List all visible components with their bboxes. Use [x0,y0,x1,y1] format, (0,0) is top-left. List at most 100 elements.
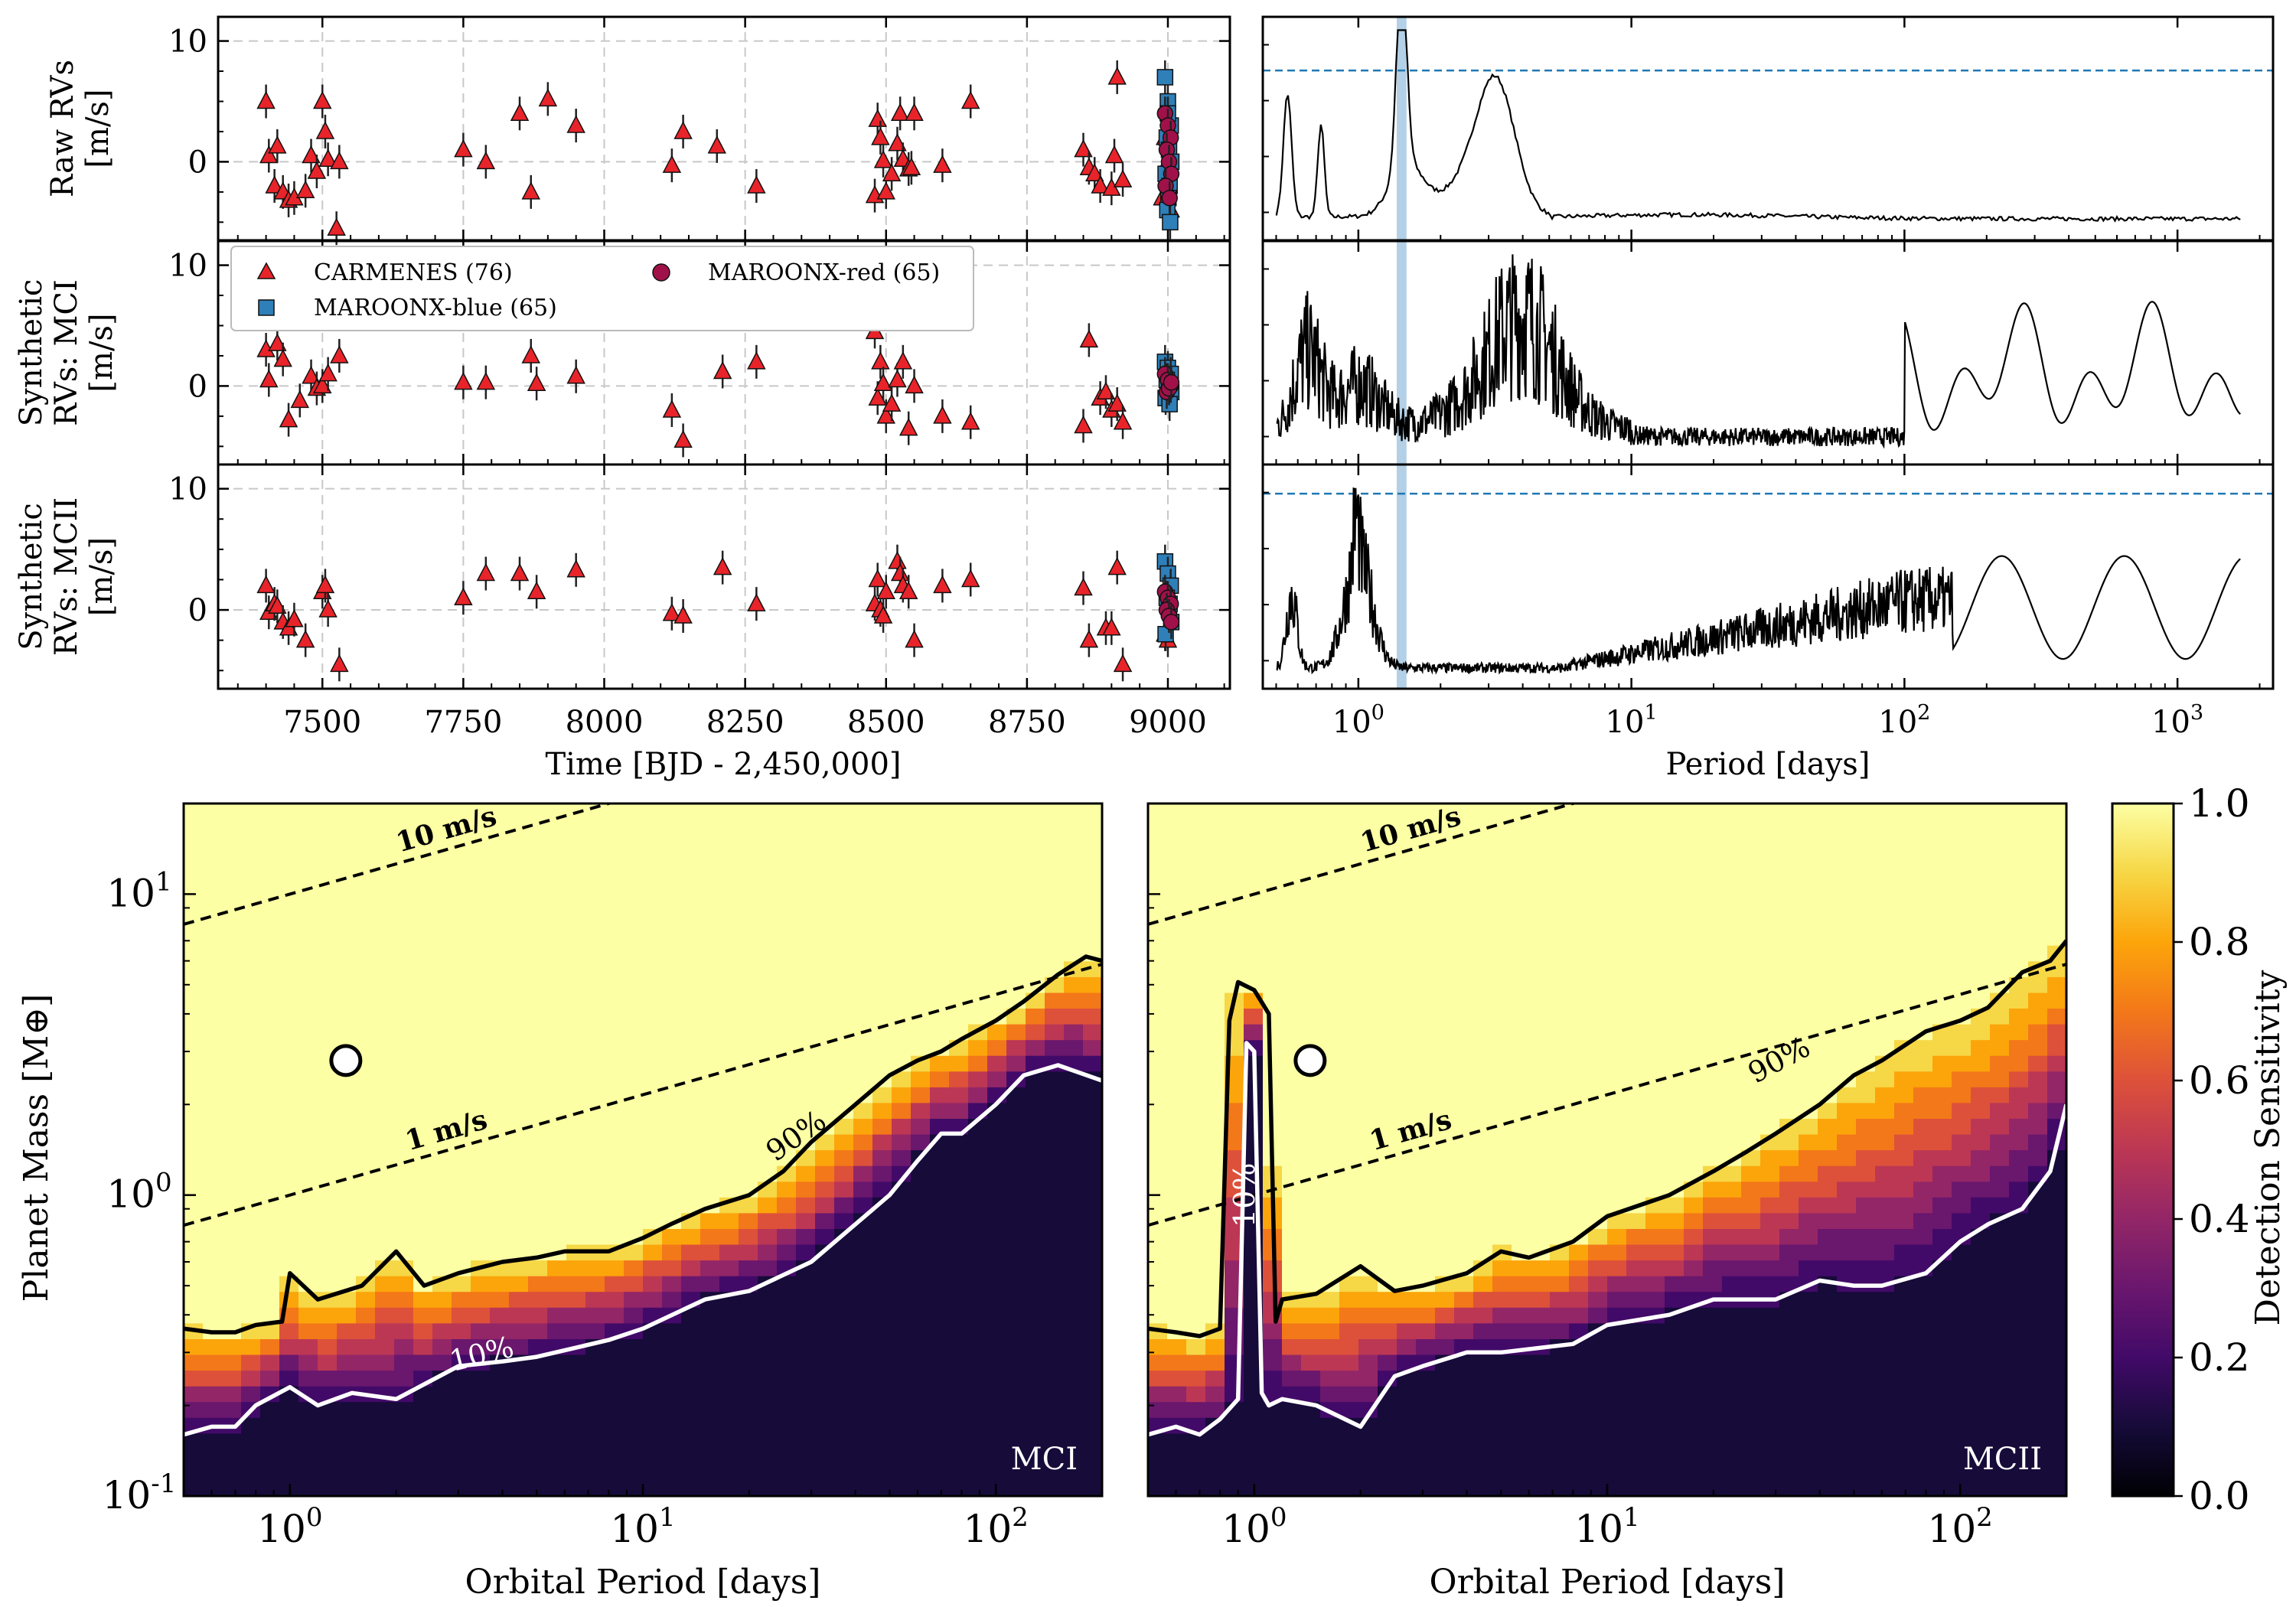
heatmap-cell [1026,929,1045,946]
heatmap-cell [1913,1039,1933,1056]
heatmap-cell [1416,1401,1436,1418]
heatmap-cell [1492,1197,1512,1214]
heatmap-cell [777,1165,797,1182]
heatmap-cell [1026,1008,1045,1025]
heatmap-cell [930,835,950,852]
heatmap-cell [815,1480,835,1496]
legend-label-carmenes: CARMENES (76) [314,259,513,286]
heatmap-cell [1932,1055,1952,1072]
heatmap-cell [777,1102,797,1119]
heatmap-cell [1932,850,1952,867]
heatmap-cell [1416,914,1436,931]
heatmap-cell [184,1291,204,1308]
heatmap-cell [1205,1165,1225,1182]
heatmap-cell [815,819,835,836]
heatmap-cell [1531,992,1551,1009]
heatmap-cell [1473,1433,1493,1449]
heatmap-cell [662,1244,682,1261]
heatmap-cell [1083,1417,1102,1434]
heatmap-cell [739,850,758,867]
heatmap-cell [853,960,873,977]
heatmap-cell [1083,960,1102,977]
heatmap-cell [2009,866,2029,883]
heatmap-cell [1205,1354,1225,1371]
heatmap-cell [1167,1307,1187,1324]
heatmap-cell [1531,1133,1551,1151]
heatmap-cell [1186,992,1206,1009]
heatmap-cell [1282,850,1302,867]
heatmap-cell [834,1480,854,1496]
heatmap-cell [700,1244,720,1261]
heatmap-cell [1818,1449,1838,1465]
heatmap-cell [1339,850,1359,867]
heatmap-cell [432,1212,452,1229]
heatmap-cell [853,1181,873,1198]
heatmap-cell [1531,1322,1551,1339]
heatmap-cell [1990,1165,2010,1182]
heatmap-cell [1952,960,1971,977]
heatmap-cell [1684,1212,1704,1229]
heatmap-cell [1148,1291,1168,1308]
heatmap-cell [356,835,376,852]
heatmap-cell [2009,1433,2029,1449]
heatmap-cell [662,1149,682,1166]
heatmap-cell [1225,1149,1244,1166]
heatmap-cell [949,1197,969,1214]
heatmap-cell [1856,1354,1876,1371]
heatmap-cell [1684,1071,1704,1087]
heatmap-cell [1320,1464,1340,1482]
periodogram-xtick-label: 103 [2151,701,2203,740]
heatmap-cell [1358,976,1378,993]
heatmap-cell [1569,1118,1589,1135]
heatmap-cell [681,945,701,962]
heatmap-cell [1588,1386,1608,1403]
heatmap-cell [547,898,567,914]
heatmap-cell [643,1401,663,1418]
heatmap-cell [2047,1464,2066,1482]
heatmap-cell [566,850,586,867]
heatmap-cell [471,1291,491,1308]
heatmap-cell [1006,1354,1026,1371]
heatmap-cell [1875,1307,1895,1324]
heatmap-cell [1339,992,1359,1009]
heatmap-cell [1856,1197,1876,1214]
heatmap-cell [1083,1276,1102,1292]
heatmap-cell [1454,1401,1474,1418]
carmenes-point [662,155,682,173]
heatmap-cell [872,1260,892,1276]
heatmap-cell [662,1291,682,1308]
heatmap-cell [1645,1118,1665,1135]
heatmap-cell [872,1039,892,1056]
carmenes-point [888,133,907,152]
heatmap-cell [241,1417,261,1434]
heatmap-cell [1875,1039,1895,1056]
heatmap-cell [413,1055,433,1072]
carmenes-point [713,557,732,575]
heatmap-cell [911,1024,931,1041]
heatmap-cell [987,960,1007,977]
heatmap-cell [739,976,758,993]
heatmap-cell [911,1133,931,1151]
heatmap-cell [1588,819,1608,836]
heatmap-cell [681,1165,701,1182]
heatmap-cell [1244,1464,1264,1482]
heatmap-cell [1779,1228,1799,1245]
heatmap-cell [605,1118,625,1135]
heatmap-cell [834,1417,854,1434]
heatmap-cell [605,1433,625,1449]
heatmap-cell [1875,1291,1895,1308]
heatmap-cell [815,1433,835,1449]
heatmap-cell [1703,945,1723,962]
heatmap-cell [1397,1244,1417,1261]
heatmap-cell [241,835,261,852]
heatmap-cell [1722,976,1742,993]
heatmap-cell [566,1276,586,1292]
heatmap-cell [1435,992,1455,1009]
heatmap-cell [1301,976,1321,993]
heatmap-cell [241,1433,261,1449]
heatmap-cell [700,992,720,1009]
heatmap-cell [1083,1197,1102,1214]
heatmap-cell [1026,1118,1045,1135]
heatmap-cell [1722,1276,1742,1292]
heatmap-cell [203,1338,223,1355]
